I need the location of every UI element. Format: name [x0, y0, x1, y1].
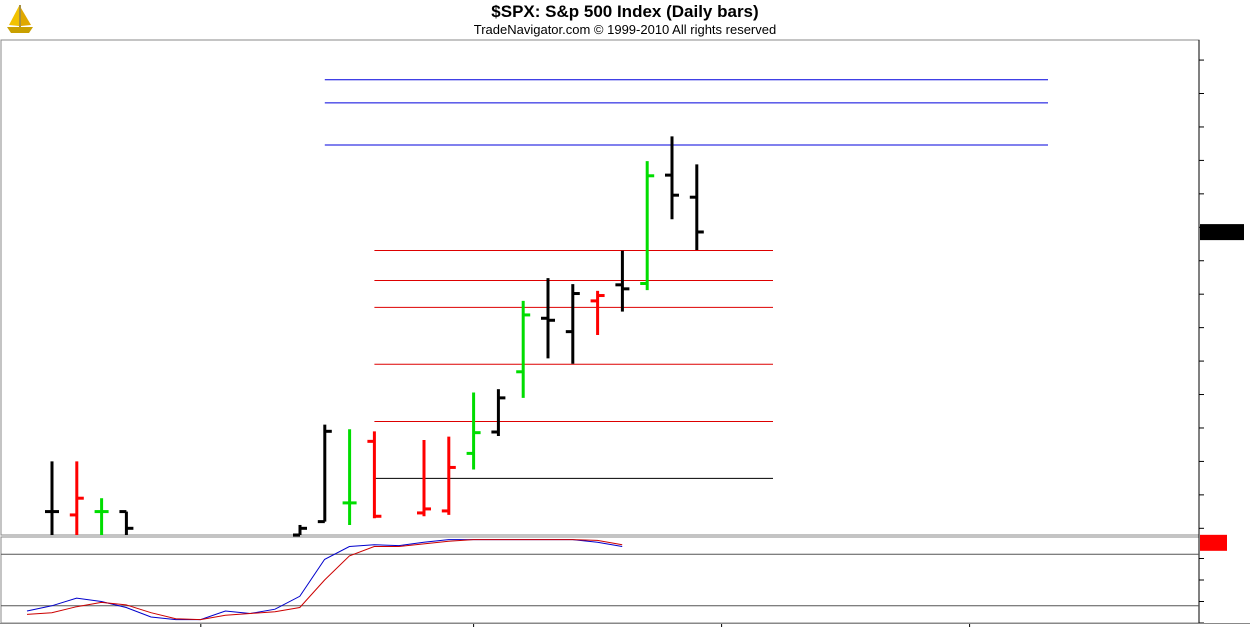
stoch-value-box	[1200, 534, 1227, 551]
bottom-border	[0, 623, 1250, 624]
copyright-text: TradeNavigator.com © 1999-2010 All right…	[473, 22, 777, 37]
price-panel	[0, 39, 1200, 536]
stoch-line	[26, 539, 623, 621]
stoch-panel	[0, 536, 1200, 624]
chart-title: $SPX: S&p 500 Index (Daily bars)	[491, 2, 759, 21]
last-price-box	[1200, 224, 1244, 241]
sailing-ship-icon	[3, 3, 37, 37]
